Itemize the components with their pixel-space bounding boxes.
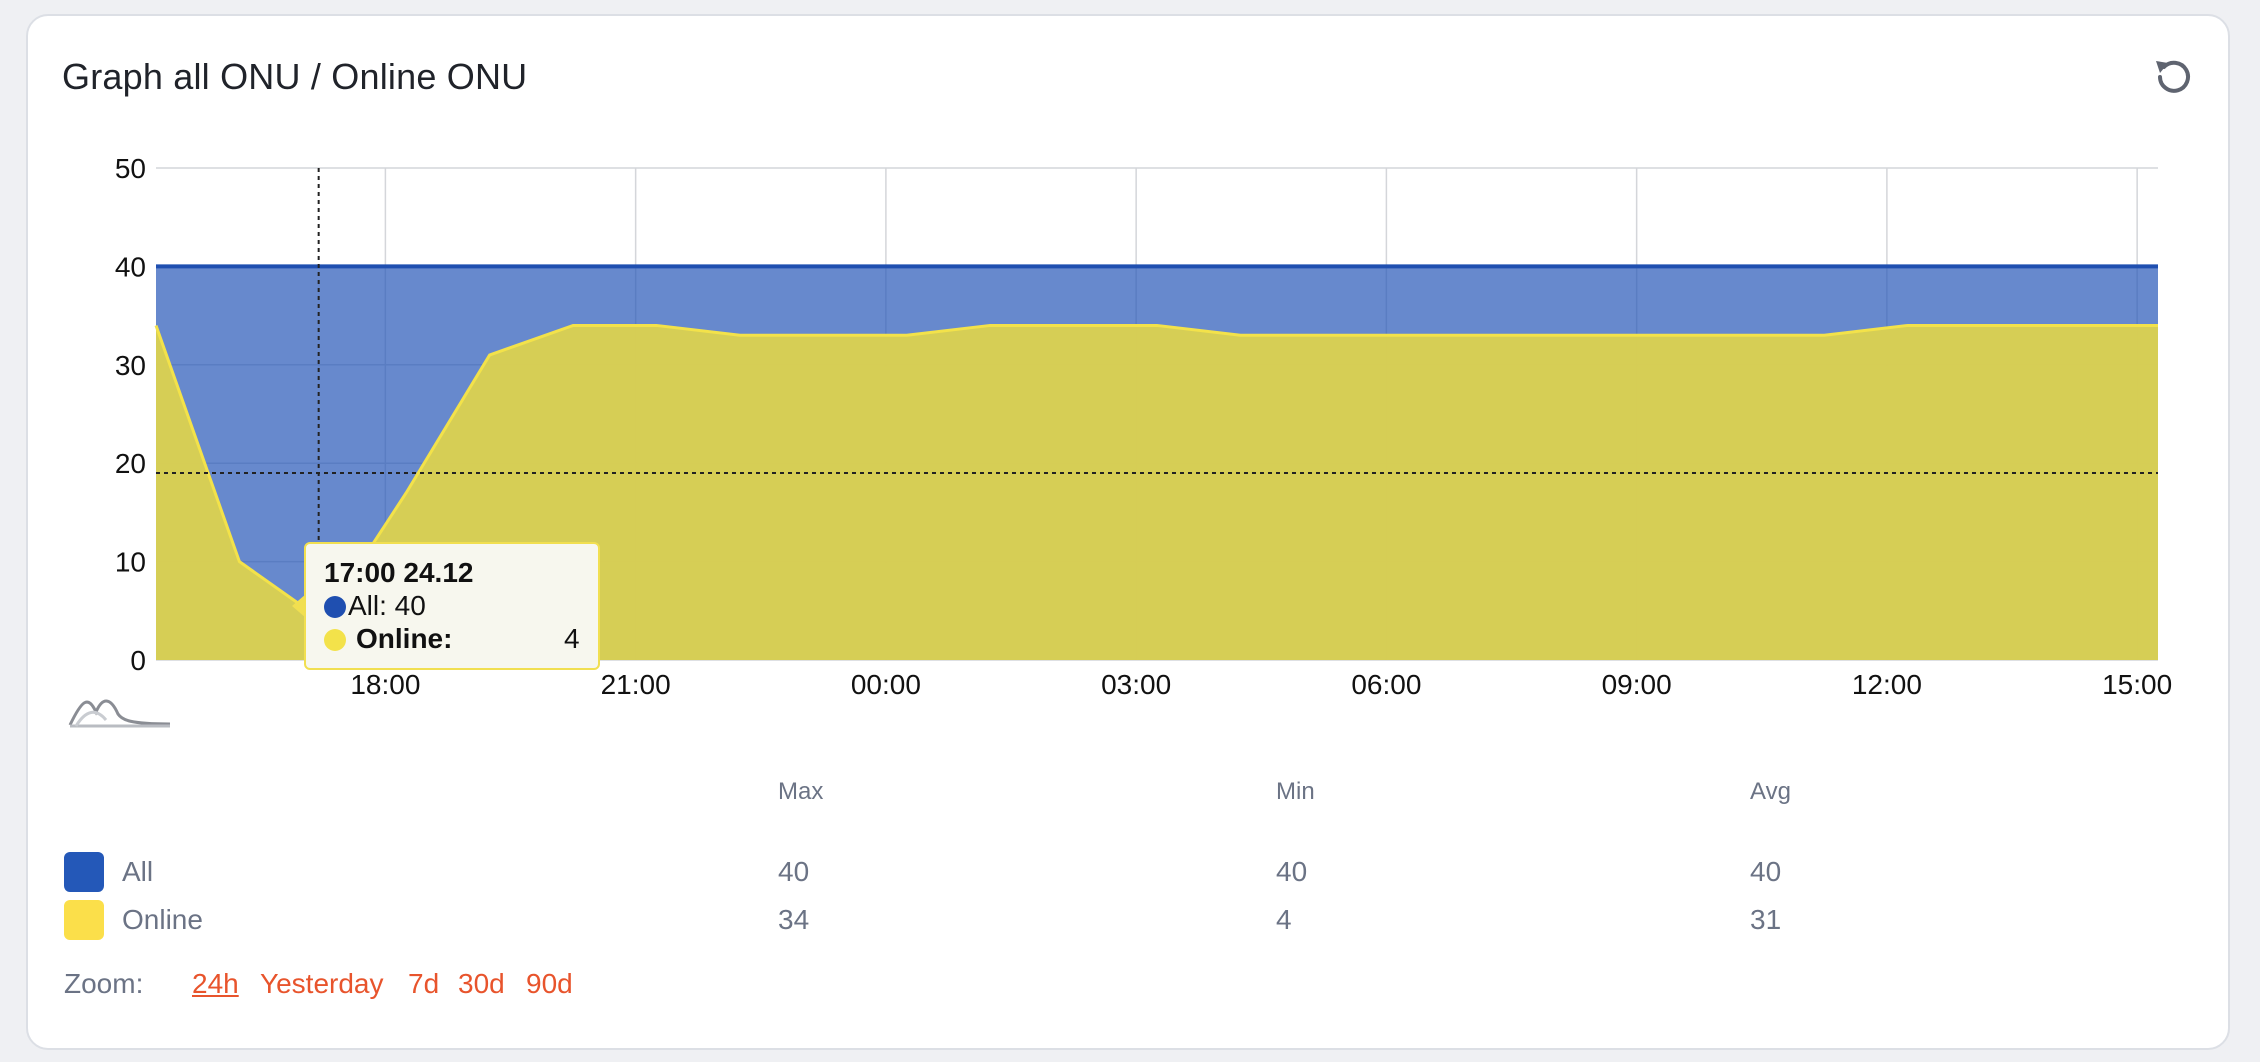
stats-header-avg: Avg: [1750, 778, 1791, 805]
card-title: Graph all ONU / Online ONU: [62, 56, 528, 97]
tooltip-online-value: 4: [564, 623, 580, 654]
chart-type-icon[interactable]: [68, 699, 171, 728]
refresh-icon[interactable]: [2148, 52, 2198, 102]
x-tick-label: 21:00: [601, 669, 671, 700]
zoom-option-7d[interactable]: 7d: [408, 968, 440, 999]
x-tick-label: 18:00: [350, 669, 420, 700]
zoom-label: Zoom:: [64, 968, 144, 999]
legend-swatch-online[interactable]: [64, 900, 104, 940]
area-chart: 0 10 20 30 40 50 18:00 21:00 00:00 03:00 06:00 09:…: [68, 153, 2172, 728]
x-tick-label: 09:00: [1602, 669, 1672, 700]
chart-tooltip: 17:00 24.12 All: 40 Online: 4: [292, 542, 600, 670]
tooltip-all-dot: [324, 596, 346, 618]
tooltip-all-row: All: 40: [324, 589, 598, 622]
stats-header-min: Min: [1276, 778, 1315, 805]
zoom-option-30d[interactable]: 30d: [458, 968, 505, 999]
legend-label-online[interactable]: Online: [122, 904, 203, 935]
x-tick-label: 00:00: [851, 669, 921, 700]
y-tick-label-40: 40: [115, 251, 146, 282]
y-tick-label-20: 20: [115, 448, 146, 479]
series-online-area: [156, 325, 2158, 660]
legend-label-all[interactable]: All: [122, 856, 154, 887]
x-tick-label: 06:00: [1351, 669, 1421, 700]
stat-all-min: 40: [1276, 856, 1308, 887]
x-axis-ticks: 18:00 21:00 00:00 03:00 06:00 09:00 12:00 15:00: [350, 669, 2172, 700]
y-tick-label-0: 0: [130, 645, 146, 676]
stat-online-min: 4: [1276, 904, 1292, 935]
zoom-option-yesterday[interactable]: Yesterday: [260, 968, 384, 999]
zoom-option-24h[interactable]: 24h: [192, 968, 239, 999]
tooltip-online-label: Online:: [356, 623, 453, 654]
y-tick-label-50: 50: [115, 153, 146, 184]
stat-all-max: 40: [778, 856, 810, 887]
x-tick-label: 03:00: [1101, 669, 1171, 700]
tooltip-online-dot: [324, 629, 346, 651]
stat-online-avg: 31: [1750, 904, 1782, 935]
zoom-option-90d[interactable]: 90d: [526, 968, 573, 999]
series-online-line: [154, 323, 2158, 623]
stats-header-max: Max: [778, 778, 824, 805]
x-tick-label: 15:00: [2102, 669, 2172, 700]
y-axis-ticks: 0 10 20 30 40 50: [115, 153, 146, 676]
y-tick-label-30: 30: [115, 350, 146, 381]
tooltip-online-row: Online: 4: [324, 622, 598, 655]
y-tick-label-10: 10: [115, 547, 146, 578]
stat-all-avg: 40: [1750, 856, 1782, 887]
tooltip-all-text: All: 40: [348, 590, 426, 621]
legend-swatch-all[interactable]: [64, 852, 104, 892]
tooltip-time: 17:00 24.12: [324, 557, 474, 588]
x-tick-label: 12:00: [1852, 669, 1922, 700]
stat-online-max: 34: [778, 904, 810, 935]
